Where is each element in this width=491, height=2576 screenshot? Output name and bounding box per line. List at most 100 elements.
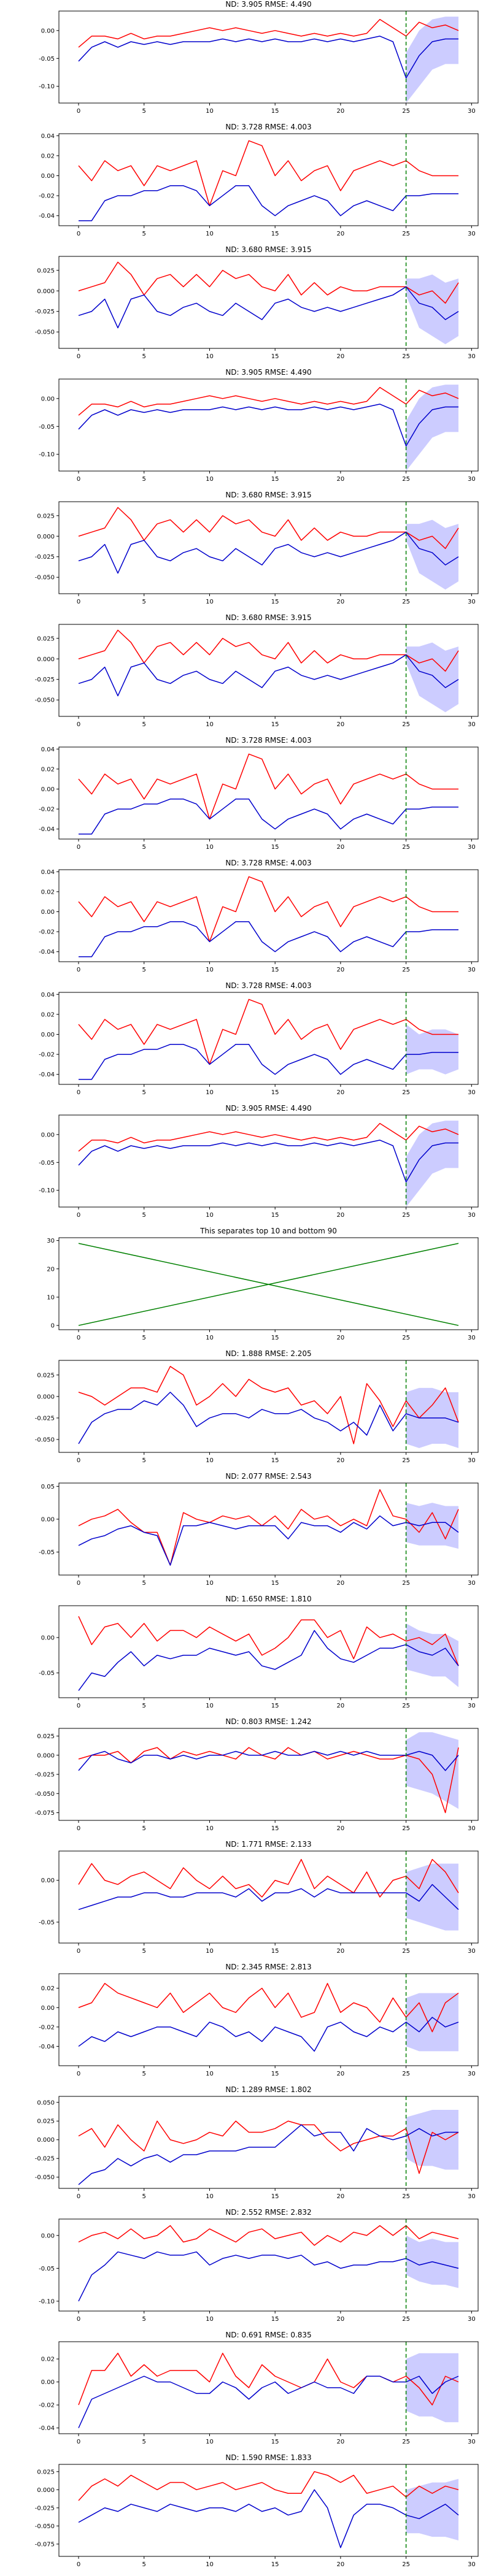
- target-series-line: [78, 1616, 459, 1666]
- chart-panel-21: ND: 1.590 RMSE: 1.833 0 5 10 15 20 25 30 0.025 0.…: [35, 2453, 479, 2568]
- x-tick-label: 0: [77, 967, 80, 973]
- x-tick-label: 25: [402, 1335, 410, 1341]
- x-tick-label: 15: [271, 599, 279, 605]
- x-tick-label: 0: [77, 844, 80, 851]
- y-tick-label: -0.02: [39, 929, 55, 936]
- target-series-line: [78, 261, 459, 304]
- x-tick-label: 5: [142, 2439, 146, 2445]
- y-tick-label: 10: [47, 1294, 55, 1301]
- chart-panel-9: ND: 3.728 RMSE: 4.003 0 5 10 15 20 25 30 0.04 0.0…: [39, 981, 479, 1096]
- y-tick-label: 0.00: [41, 2233, 55, 2239]
- x-tick-label: 10: [206, 844, 214, 851]
- x-tick-label: 0: [77, 2071, 80, 2077]
- x-tick-label: 10: [206, 1580, 214, 1587]
- x-tick-label: 10: [206, 2071, 214, 2077]
- y-tick-label: 0.025: [37, 635, 55, 642]
- chart-panel-17: ND: 2.345 RMSE: 2.813 0 5 10 15 20 25 30 0.02 0.0…: [39, 1963, 479, 2077]
- plot-area: [78, 507, 459, 590]
- x-tick-label: 5: [142, 1580, 146, 1587]
- x-tick-label: 10: [206, 599, 214, 605]
- y-tick-label: 0.000: [37, 2137, 55, 2144]
- x-tick-label: 0: [77, 353, 80, 360]
- x-tick-label: 20: [337, 1335, 345, 1341]
- x-tick-label: 30: [468, 353, 476, 360]
- x-tick-label: 30: [468, 231, 476, 237]
- target-series-line: [78, 1122, 459, 1152]
- x-tick-label: 0: [77, 1212, 80, 1219]
- x-tick-label: 0: [77, 1089, 80, 1096]
- y-tick-label: 20: [47, 1266, 55, 1273]
- chart-title: ND: 3.905 RMSE: 4.490: [225, 1104, 311, 1113]
- y-tick-label: -0.04: [39, 1071, 55, 1078]
- x-tick-label: 0: [77, 1703, 80, 1709]
- x-tick-label: 20: [337, 967, 345, 973]
- x-tick-label: 25: [402, 599, 410, 605]
- x-tick-label: 0: [77, 2193, 80, 2200]
- x-tick-label: 20: [337, 1825, 345, 1832]
- plot-area: [78, 140, 458, 221]
- y-tick-label: -0.025: [35, 554, 55, 561]
- y-tick-label: 0.025: [37, 267, 55, 274]
- y-tick-label: 0.00: [41, 28, 55, 34]
- y-tick-label: -0.025: [35, 2505, 55, 2512]
- x-tick-label: 10: [206, 1089, 214, 1096]
- x-tick-label: 30: [468, 721, 476, 728]
- x-tick-label: 25: [402, 108, 410, 115]
- x-tick-label: 5: [142, 1825, 146, 1832]
- x-tick-label: 20: [337, 1703, 345, 1709]
- target-series-line: [78, 1489, 459, 1566]
- axes-frame: [58, 1973, 479, 2066]
- y-tick-label: 0.04: [41, 133, 55, 140]
- target-series-line: [78, 753, 458, 820]
- target-series-line: [78, 876, 458, 943]
- y-tick-label: 0.04: [41, 746, 55, 753]
- prediction-series-line: [78, 404, 458, 447]
- x-tick-label: 30: [468, 599, 476, 605]
- y-tick-label: -0.025: [35, 677, 55, 683]
- x-tick-label: 15: [271, 231, 279, 237]
- x-tick-label: 10: [206, 2193, 214, 2200]
- y-tick-label: 0.02: [41, 889, 55, 895]
- y-tick-label: -0.025: [35, 1415, 55, 1422]
- axes-frame: [58, 869, 479, 962]
- x-tick-label: 5: [142, 967, 146, 973]
- y-tick-label: -0.050: [35, 2174, 55, 2181]
- x-tick-label: 5: [142, 353, 146, 360]
- y-tick-label: -0.05: [39, 1670, 55, 1677]
- x-tick-label: 20: [337, 353, 345, 360]
- x-tick-label: 0: [77, 2439, 80, 2445]
- prediction-interval-band: [406, 17, 458, 103]
- prediction-series-line: [79, 185, 458, 221]
- prediction-interval-band: [406, 1503, 458, 1549]
- y-tick-label: -0.10: [39, 1187, 55, 1194]
- x-tick-label: 25: [402, 1089, 410, 1096]
- x-tick-label: 0: [77, 1825, 80, 1832]
- y-tick-label: -0.02: [39, 807, 55, 813]
- plot-area: [78, 2353, 459, 2428]
- chart-title: This separates top 10 and bottom 90: [199, 1227, 337, 1235]
- x-tick-label: 30: [468, 108, 476, 115]
- x-tick-label: 0: [77, 108, 80, 115]
- y-tick-label: 0.02: [41, 1011, 55, 1018]
- y-tick-label: -0.075: [35, 2541, 55, 2548]
- chart-panel-7: ND: 3.728 RMSE: 4.003 0 5 10 15 20 25 30 0.04 0.0…: [39, 736, 479, 851]
- y-tick-label: -0.050: [35, 1436, 55, 1443]
- x-tick-label: 0: [77, 599, 80, 605]
- x-tick-label: 25: [402, 1457, 410, 1464]
- prediction-series-line: [78, 1392, 459, 1444]
- x-tick-label: 15: [271, 476, 279, 483]
- y-tick-label: 0.00: [41, 909, 55, 916]
- chart-title: ND: 3.905 RMSE: 4.490: [225, 0, 311, 9]
- x-tick-label: 0: [77, 476, 80, 483]
- prediction-interval-band: [406, 2109, 458, 2170]
- chart-title: ND: 2.077 RMSE: 2.543: [225, 1472, 311, 1481]
- target-series-line: [78, 1983, 459, 2033]
- x-tick-label: 10: [206, 2561, 214, 2568]
- x-tick-label: 5: [142, 1089, 146, 1096]
- y-tick-label: -0.050: [35, 697, 55, 704]
- target-series-line: [78, 1858, 459, 1898]
- x-tick-label: 10: [206, 108, 214, 115]
- prediction-series-line: [78, 2489, 459, 2548]
- x-tick-label: 25: [402, 1212, 410, 1219]
- plot-area: [78, 2225, 459, 2302]
